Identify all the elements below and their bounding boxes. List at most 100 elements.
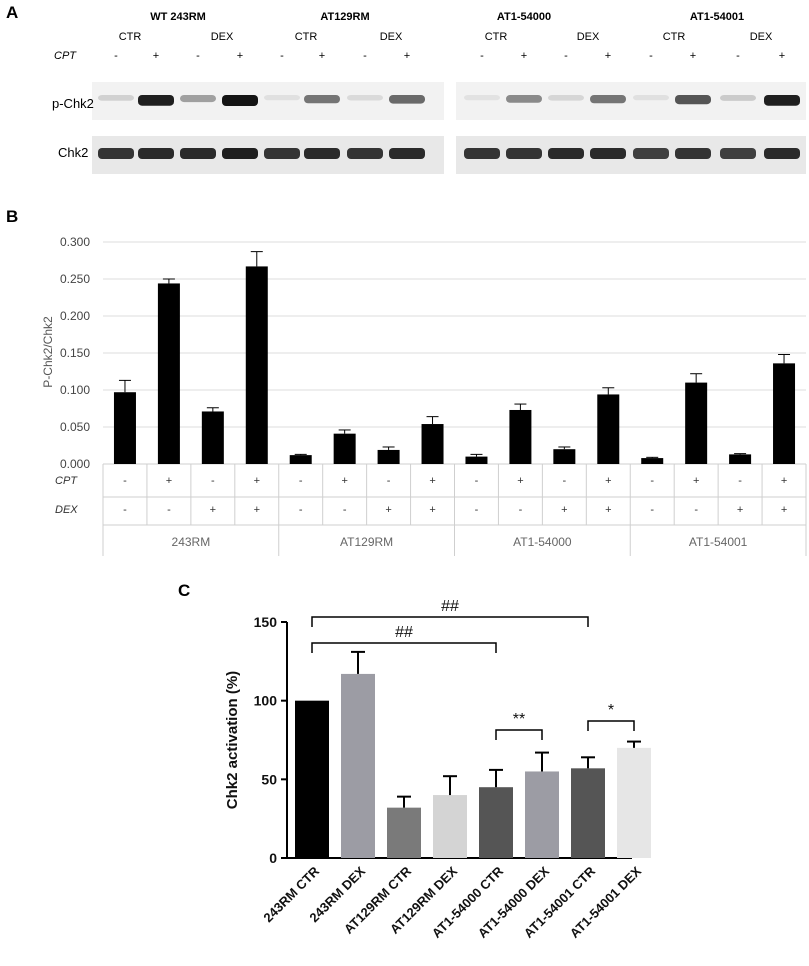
blot-cpt-mark: - <box>649 50 653 62</box>
table-cell: - <box>650 475 654 487</box>
table-cell: + <box>210 504 216 516</box>
band-pchk2 <box>389 95 425 104</box>
bar <box>289 455 312 464</box>
significance-bracket <box>587 720 635 731</box>
band-pchk2 <box>464 95 500 101</box>
y-tick-label: 0.300 <box>60 235 90 249</box>
blot-cpt-mark: - <box>280 50 284 62</box>
table-cell: - <box>343 504 347 516</box>
significance-bracket <box>311 642 497 653</box>
blot-condition-label: DEX <box>211 31 234 43</box>
band-pchk2 <box>633 95 669 101</box>
blot-group-title: AT1-54001 <box>690 11 744 23</box>
panel-c-letter: C <box>178 581 190 600</box>
table-cell: + <box>737 504 743 516</box>
chart-b: 0.000 0.050 0.100 0.150 0.200 0.250 0.300 CPT - +… <box>55 235 807 556</box>
blot-cpt-mark: + <box>779 50 785 62</box>
table-cell: - <box>387 475 391 487</box>
bar <box>553 449 576 464</box>
table-cell: - <box>738 475 742 487</box>
blot-condition-label: DEX <box>380 31 403 43</box>
band-chk2 <box>222 148 258 159</box>
band-pchk2 <box>222 95 258 106</box>
blot-cpt-mark: + <box>319 50 325 62</box>
blot-cpt-mark: + <box>153 50 159 62</box>
band-pchk2 <box>506 95 542 103</box>
blot-group-title: AT129RM <box>320 11 369 23</box>
y-tick-label: 0.050 <box>60 420 90 434</box>
bar <box>685 382 708 464</box>
band-chk2 <box>389 148 425 159</box>
band-chk2 <box>720 148 756 159</box>
band-pchk2 <box>180 95 216 103</box>
band-pchk2 <box>590 95 626 104</box>
table-row-label: DEX <box>55 504 78 516</box>
band-chk2 <box>304 148 340 159</box>
significance-label: * <box>608 702 614 719</box>
table-cell: - <box>563 475 567 487</box>
table-cell: - <box>694 504 698 516</box>
table-cell: + <box>254 475 260 487</box>
y-tick-label: 0 <box>269 850 277 866</box>
table-cell: + <box>429 504 435 516</box>
bar <box>597 394 620 464</box>
table-group-label: AT1-54000 <box>513 535 572 549</box>
chart-c-ylabel: Chk2 activation (%) <box>224 671 241 809</box>
table-cell: + <box>781 475 787 487</box>
cpt-row-label: CPT <box>54 50 77 62</box>
band-pchk2 <box>764 95 800 106</box>
table-cell: - <box>475 475 479 487</box>
band-chk2 <box>98 148 134 159</box>
y-tick-label: 0.100 <box>60 383 90 397</box>
table-row-label: CPT <box>55 475 78 487</box>
bar <box>201 411 224 464</box>
band-pchk2 <box>98 95 134 101</box>
y-tick-label: 0.000 <box>60 457 90 471</box>
blot-cpt-mark: + <box>237 50 243 62</box>
band-chk2 <box>138 148 174 159</box>
significance-bracket <box>495 729 543 740</box>
bar <box>617 747 651 858</box>
band-pchk2 <box>548 95 584 101</box>
table-cell: - <box>519 504 523 516</box>
bar <box>377 449 400 464</box>
blot-cpt-mark: + <box>605 50 611 62</box>
table-cell: - <box>211 475 215 487</box>
bar <box>641 458 664 464</box>
bar <box>509 409 532 464</box>
table-cell: - <box>299 504 303 516</box>
table-cell: + <box>429 475 435 487</box>
blot-cpt-mark: - <box>114 50 118 62</box>
band-chk2 <box>548 148 584 159</box>
panel-a-letter: A <box>6 3 18 22</box>
blot-cpt-mark: + <box>690 50 696 62</box>
chart-b-ylabel: P-Chk2/Chk2 <box>41 316 55 388</box>
panel-b-letter: B <box>6 207 18 226</box>
band-chk2 <box>506 148 542 159</box>
blot-cpt-mark: - <box>480 50 484 62</box>
table-cell: + <box>517 475 523 487</box>
blot-row-label-pchk2: p-Chk2 <box>52 96 94 111</box>
band-pchk2 <box>675 95 711 105</box>
table-cell: + <box>693 475 699 487</box>
band-pchk2 <box>304 95 340 104</box>
blot-group-title: WT 243RM <box>150 11 206 23</box>
significance-label: ** <box>513 711 525 728</box>
blot-group-title: AT1-54000 <box>497 11 551 23</box>
blot-condition-label: DEX <box>577 31 600 43</box>
bar <box>421 424 444 464</box>
table-cell: - <box>650 504 654 516</box>
table-cell: + <box>341 475 347 487</box>
bar <box>525 771 559 858</box>
blot-condition-label: CTR <box>295 31 318 43</box>
table-cell: - <box>299 475 303 487</box>
band-chk2 <box>347 148 383 159</box>
y-tick-label: 100 <box>254 693 278 709</box>
band-chk2 <box>633 148 669 159</box>
blot-condition-label: CTR <box>119 31 142 43</box>
y-tick-label: 150 <box>254 614 278 630</box>
band-chk2 <box>464 148 500 159</box>
band-chk2 <box>764 148 800 159</box>
band-pchk2 <box>720 95 756 101</box>
